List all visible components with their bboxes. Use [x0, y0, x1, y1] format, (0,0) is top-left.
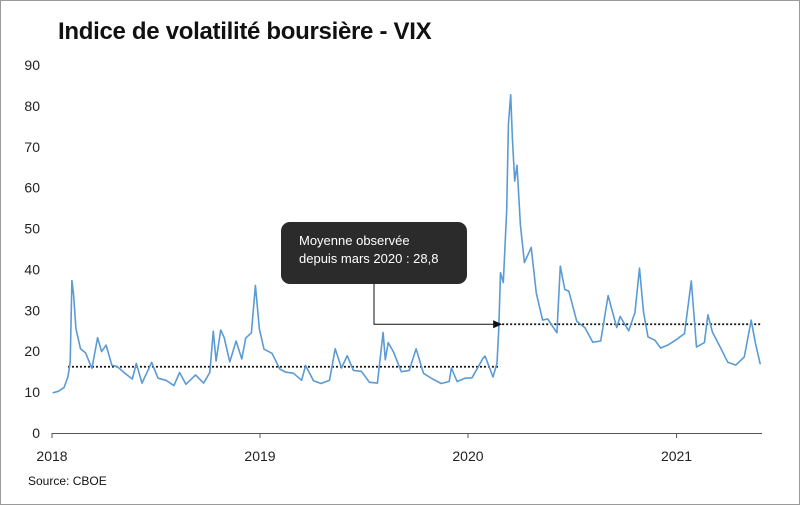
x-tick-label: 2020 [452, 448, 483, 464]
y-tick-label: 20 [24, 343, 40, 359]
chart-title: Indice de volatilité boursière - VIX [58, 18, 432, 45]
y-tick-label: 40 [24, 261, 40, 277]
callout-arrow [373, 284, 503, 329]
y-tick-label: 60 [24, 180, 40, 196]
series-group [52, 94, 762, 394]
y-axis-tick-labels: 0 10 20 30 40 50 60 70 80 90 [24, 57, 40, 441]
x-tick-label: 2018 [36, 448, 67, 464]
x-tick-label: 2019 [244, 448, 275, 464]
reference-lines [67, 323, 762, 368]
x-tick-label: 2021 [661, 448, 692, 464]
y-tick-label: 30 [24, 302, 40, 318]
y-tick-label: 10 [24, 384, 40, 400]
callout-arrowhead [493, 320, 503, 329]
y-tick-label: 90 [24, 57, 40, 73]
annotation-line-2: depuis mars 2020 : 28,8 [299, 251, 439, 266]
source-note: Source: CBOE [28, 474, 107, 488]
x-axis: 2018 2019 2020 2021 [36, 433, 762, 464]
y-tick-label: 70 [24, 139, 40, 155]
y-tick-label: 0 [32, 425, 40, 441]
vix-series-line [52, 94, 762, 394]
callout-connector [373, 284, 495, 325]
annotation-line-1: Moyenne observée [299, 233, 410, 248]
mean-annotation-box: Moyenne observée depuis mars 2020 : 28,8 [281, 222, 467, 284]
y-tick-label: 80 [24, 98, 40, 114]
y-tick-label: 50 [24, 221, 40, 237]
